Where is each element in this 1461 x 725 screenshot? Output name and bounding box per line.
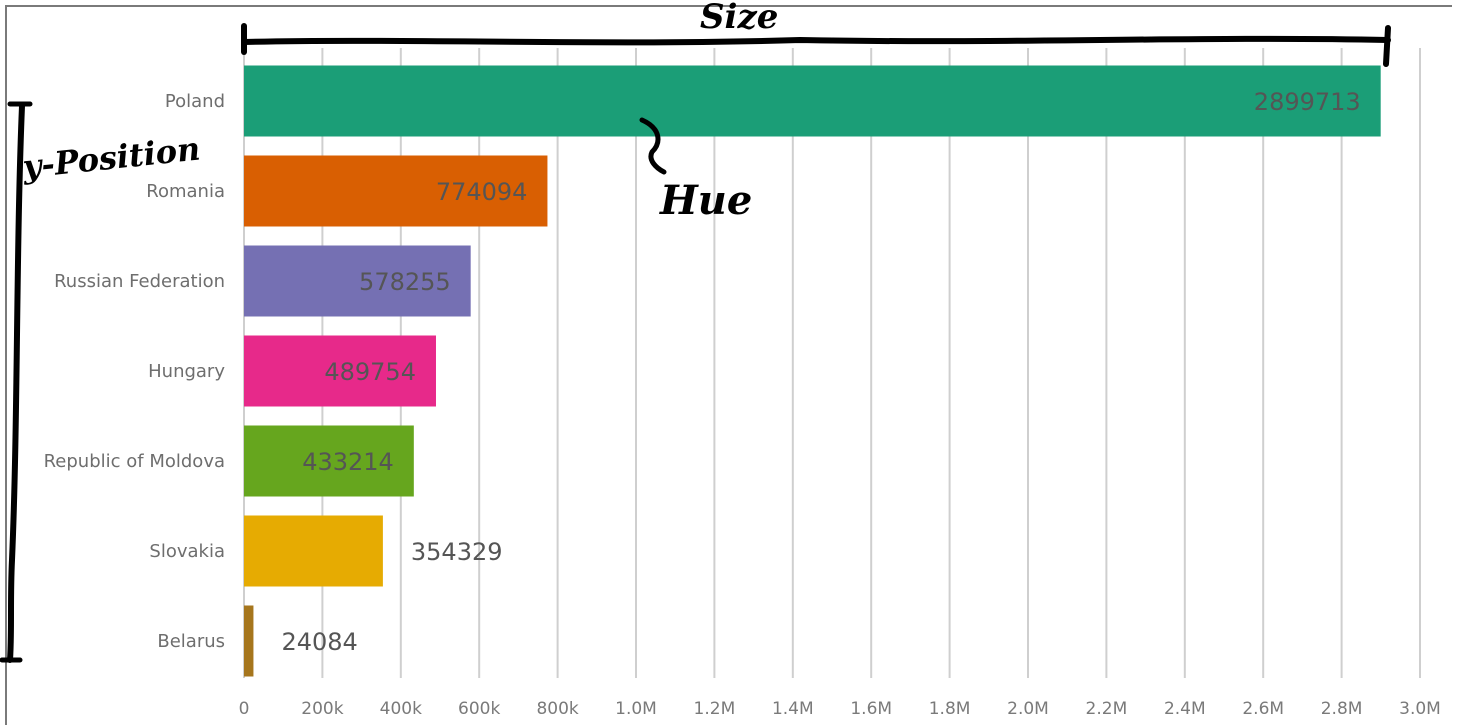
x-tick-label: 2.8M [1321,699,1363,719]
gridlines [243,48,1421,678]
hue-squiggle [639,117,667,175]
x-tick-label: 1.6M [850,699,892,719]
chart-frame [5,5,1452,725]
x-tick-label: 2.0M [1007,699,1049,719]
labels: 0 200k 400k 600k 800k 1.0M 1.2M 1.4M 1.6M 1.8M 2.0… [44,88,1441,719]
category-label: Hungary [148,361,225,382]
bar [244,335,436,407]
x-tick-label: 0 [239,699,250,719]
value-label: 24084 [281,628,357,656]
x-tick-label: 400k [380,699,422,719]
bar [244,65,1381,137]
x-tick-label: 200k [301,699,343,719]
x-tick-label: 1.2M [694,699,736,719]
value-label: 2899713 [1254,88,1361,116]
x-tick-label: 2.4M [1164,699,1206,719]
x-tick-label: 1.8M [929,699,971,719]
bar [244,245,471,317]
size-bracket-right-tick [1383,25,1391,67]
x-tick-label: 3.0M [1399,699,1441,719]
x-tick-label: 2.2M [1086,699,1128,719]
category-label: Romania [146,181,225,202]
category-label: Poland [165,91,225,112]
x-tick-label: 1.0M [615,699,657,719]
hue-annotation: Hue [659,177,752,224]
category-label: Republic of Moldova [44,451,225,472]
category-label: Slovakia [149,541,225,562]
bar [244,515,383,587]
bars [244,65,1381,677]
x-tick-label: 2.6M [1242,699,1284,719]
value-label: 578255 [359,268,451,296]
bar [244,605,254,677]
value-label: 354329 [411,538,503,566]
category-label: Belarus [157,631,225,652]
x-tick-label: 800k [536,699,578,719]
x-tick-label: 600k [458,699,500,719]
bar [244,425,414,497]
value-label: 489754 [324,358,416,386]
value-label: 433214 [302,448,394,476]
bar [244,155,548,227]
value-label: 774094 [436,178,528,206]
size-bracket [241,35,1391,46]
y-position-bracket [7,103,25,663]
y-position-annotation: y-Position [20,130,202,187]
size-annotation: Size [700,0,778,37]
x-tick-label: 1.4M [772,699,814,719]
category-label: Russian Federation [54,271,225,292]
